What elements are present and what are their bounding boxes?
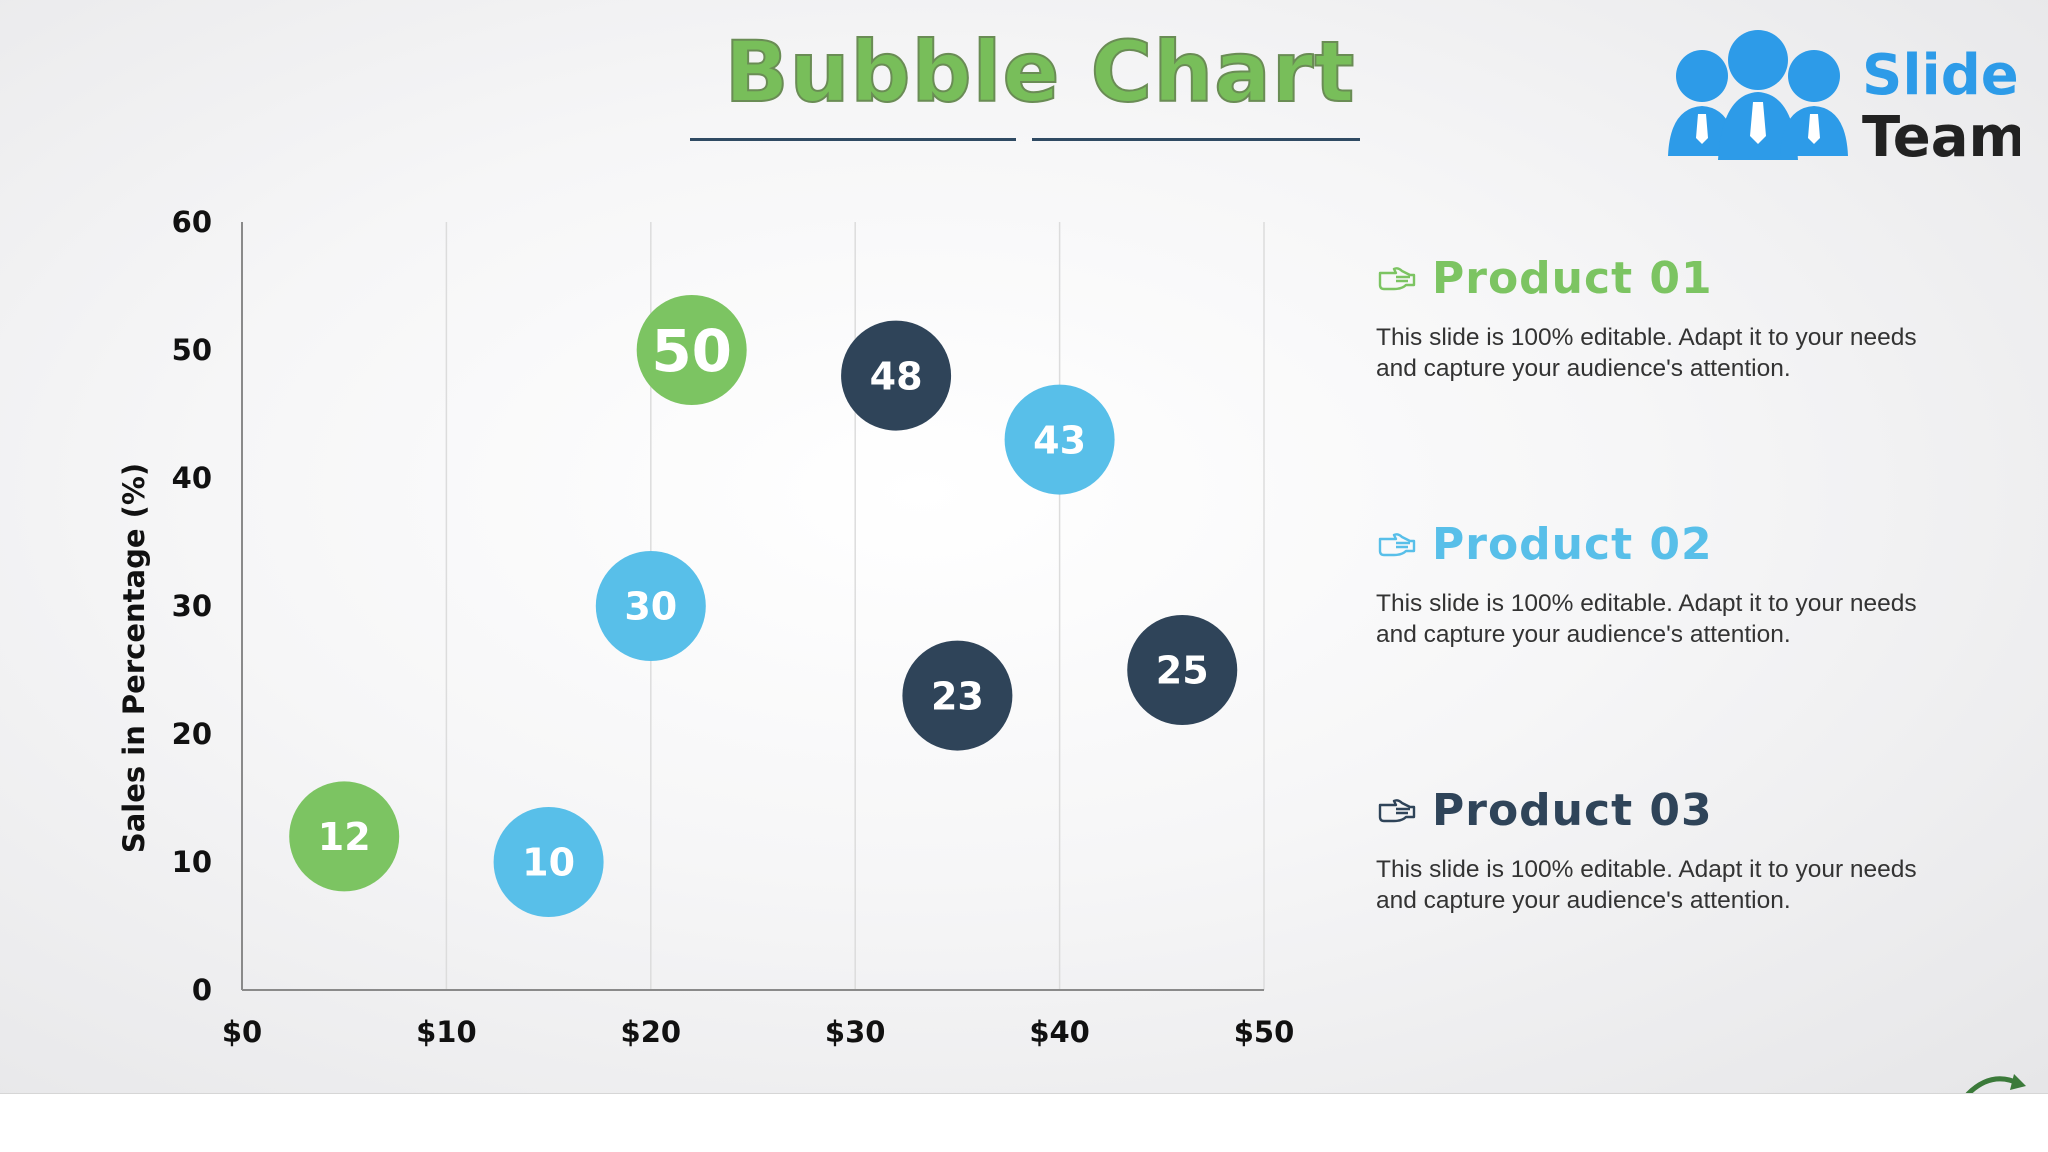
legend-item-product-03: Product 03 This slide is 100% editable. … (1376, 782, 1936, 916)
legend-item-product-01: Product 01 This slide is 100% editable. … (1376, 250, 1936, 384)
logo-text-slide: Slide (1862, 43, 2019, 108)
y-tick-label: 30 (172, 589, 212, 623)
y-tick-label: 0 (192, 973, 212, 1007)
y-tick-label: 50 (172, 333, 212, 367)
x-tick-label: $50 (1234, 1015, 1295, 1049)
y-tick-label: 60 (172, 205, 212, 239)
legend-title: Product 01 (1432, 253, 1713, 304)
bubble-label: 48 (870, 354, 923, 398)
bubble-label: 12 (318, 815, 371, 859)
y-axis-label: Sales in Percentage (%) (117, 463, 151, 853)
bubble-label: 25 (1156, 649, 1209, 693)
legend-title: Product 03 (1432, 785, 1713, 836)
y-tick-label: 10 (172, 845, 212, 879)
axes (242, 222, 1264, 990)
y-tick-label: 20 (172, 717, 212, 751)
pointing-hand-icon (1376, 263, 1418, 293)
legend-description: This slide is 100% editable. Adapt it to… (1376, 322, 1936, 384)
pointing-hand-icon (1376, 529, 1418, 559)
bubble-chart: 0 10 20 30 40 50 60 $0 $10 $20 $30 $40 $50 Sales in… (0, 0, 1320, 1093)
logo-text-team: Team (1862, 105, 2020, 168)
slideteam-logo: Slide Team (1660, 28, 2020, 168)
people-logo-icon (1668, 30, 1848, 160)
y-axis-ticks: 0 10 20 30 40 50 60 (172, 205, 212, 1007)
legend-item-product-02: Product 02 This slide is 100% editable. … (1376, 516, 1936, 650)
bubble-label: 10 (522, 841, 575, 885)
bubble-label: 23 (931, 674, 984, 718)
x-tick-label: $20 (621, 1015, 682, 1049)
curved-arrow-icon (1962, 1064, 2032, 1094)
bubbles: 12 50 10 30 43 48 23 25 (289, 295, 1237, 917)
bubble-label: 43 (1033, 418, 1086, 462)
x-tick-label: $0 (222, 1015, 262, 1049)
y-tick-label: 40 (172, 461, 212, 495)
bubble-label: 30 (624, 585, 677, 629)
legend-title: Product 02 (1432, 519, 1713, 570)
x-tick-label: $40 (1029, 1015, 1090, 1049)
legend-description: This slide is 100% editable. Adapt it to… (1376, 854, 1936, 916)
x-tick-label: $10 (416, 1015, 477, 1049)
bubble-label: 50 (651, 317, 732, 385)
slide: Bubble Chart Slide Team 0 10 20 30 40 50 60 $0… (0, 0, 2048, 1094)
x-tick-label: $30 (825, 1015, 886, 1049)
pointing-hand-icon (1376, 795, 1418, 825)
legend-description: This slide is 100% editable. Adapt it to… (1376, 588, 1936, 650)
x-axis-ticks: $0 $10 $20 $30 $40 $50 (222, 1015, 1294, 1049)
